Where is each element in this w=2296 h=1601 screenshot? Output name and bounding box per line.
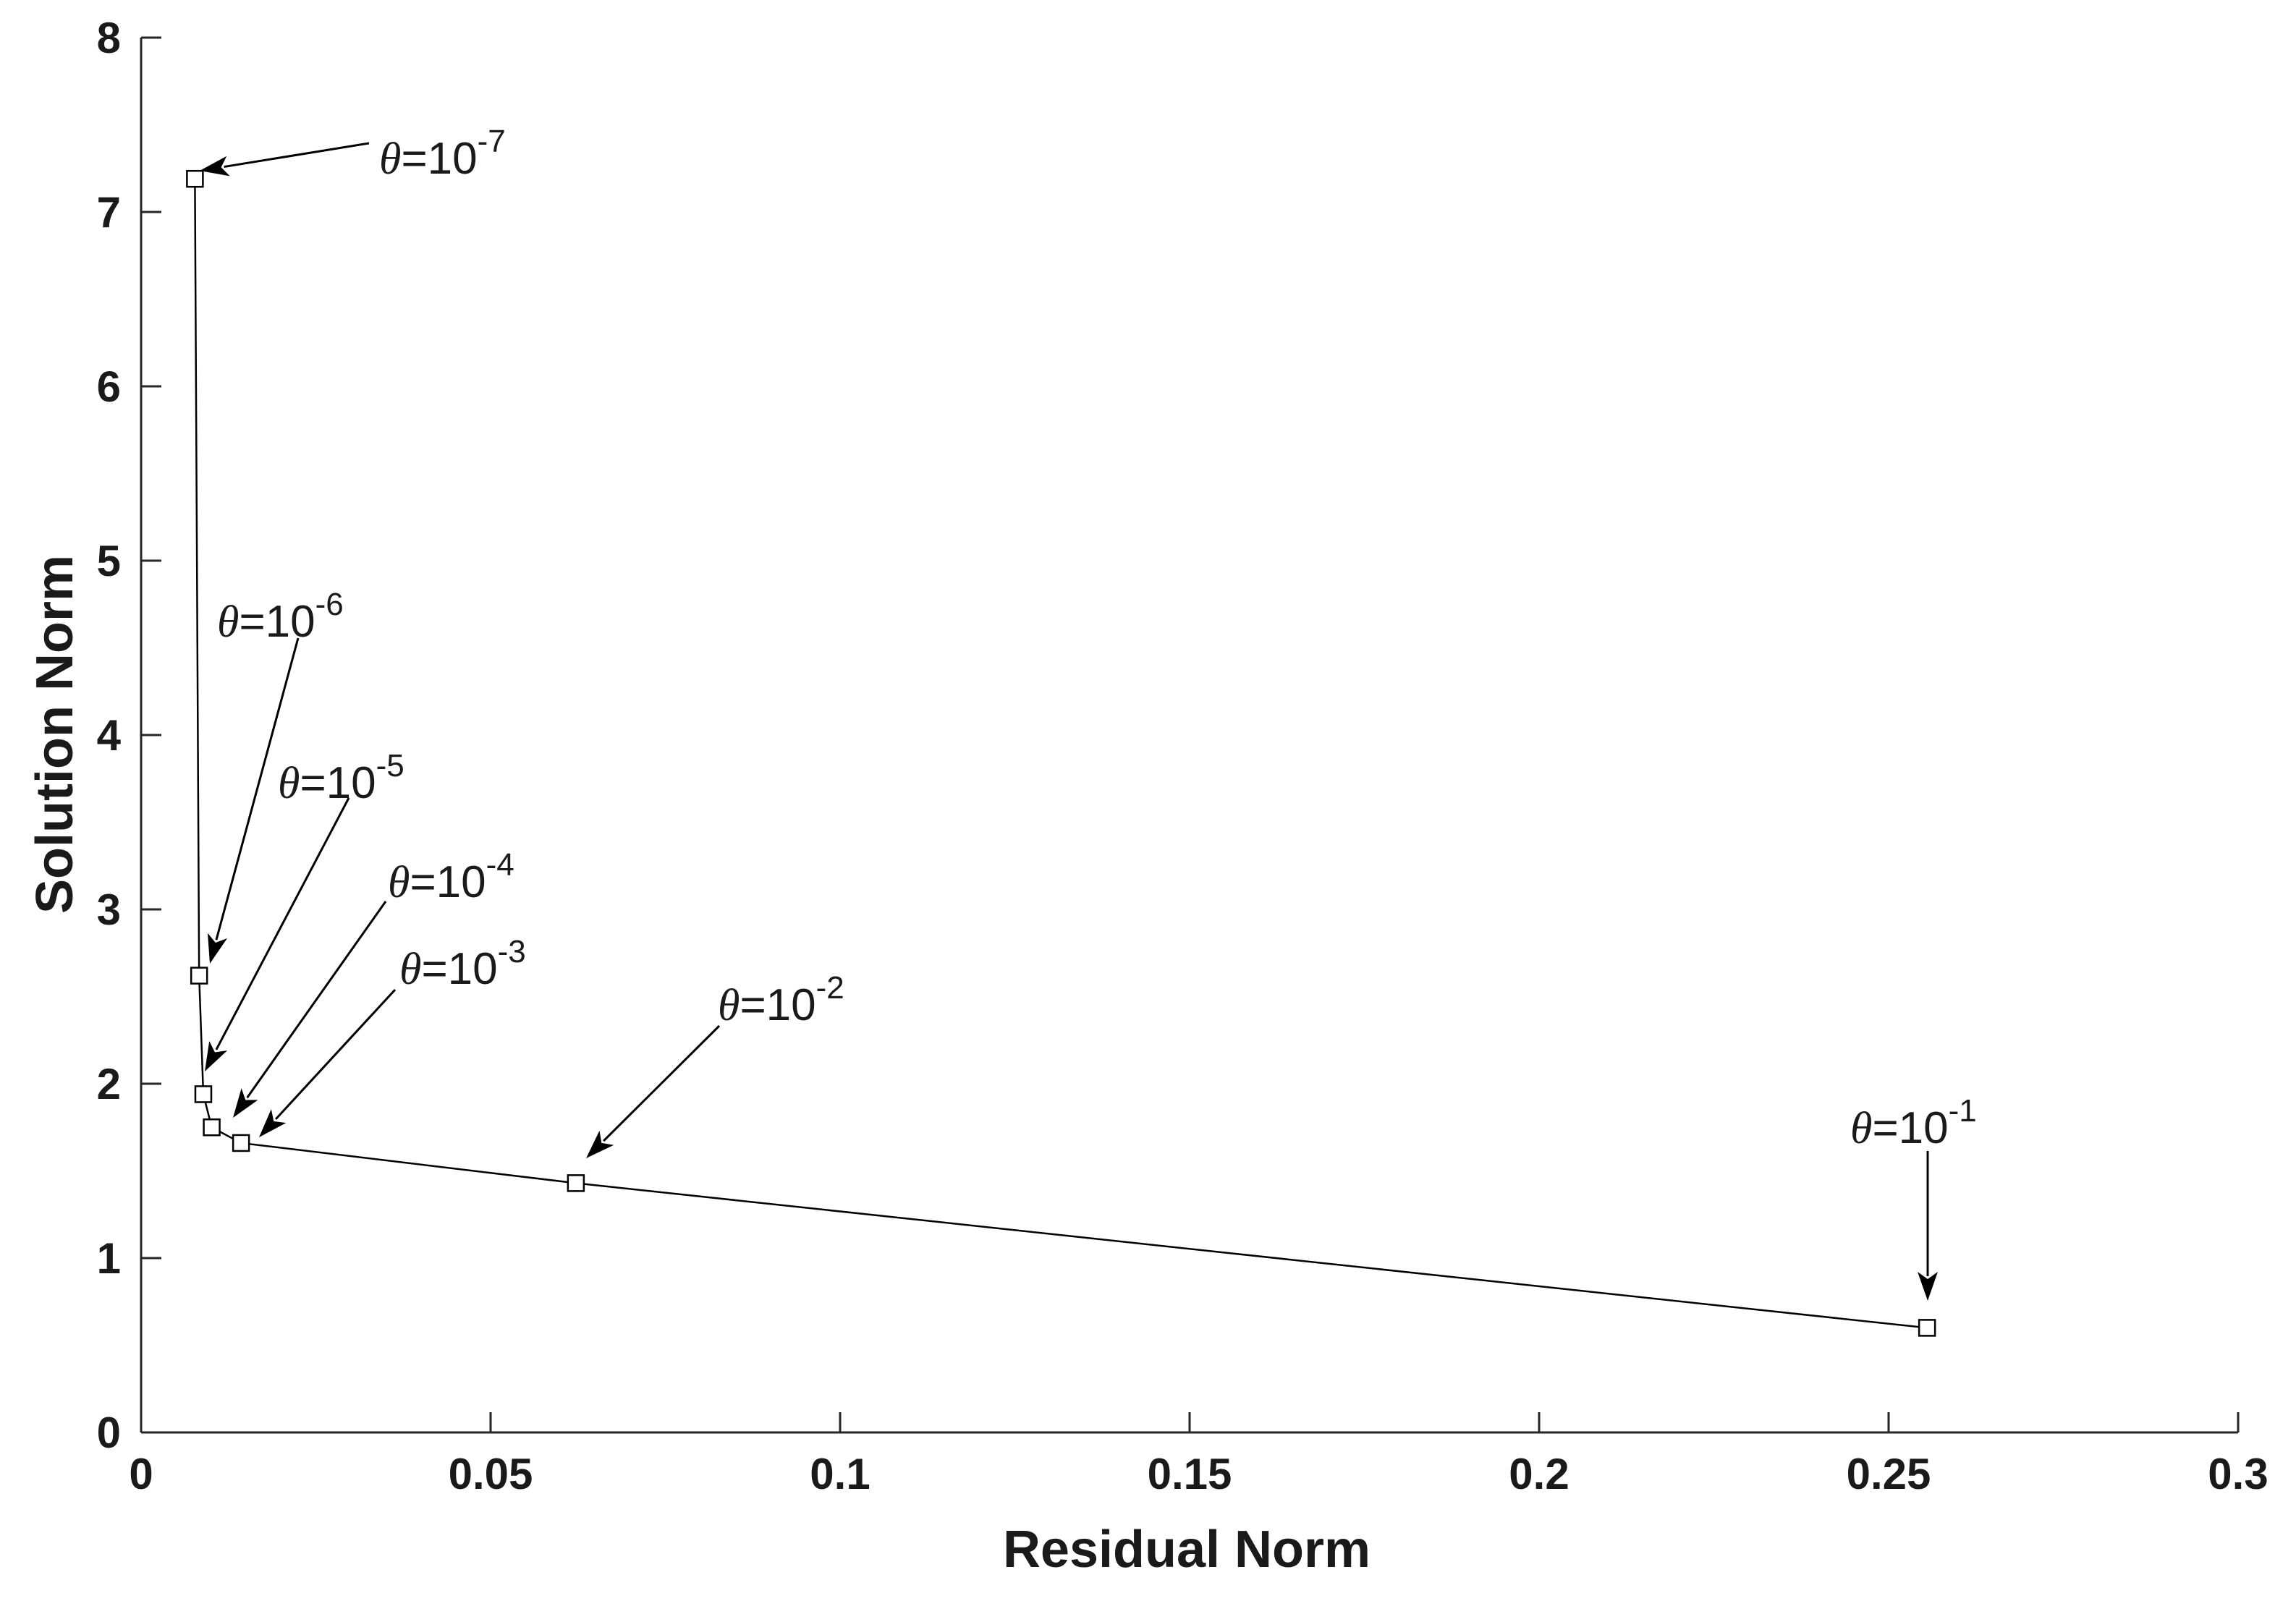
- annotation: θ=10-5: [205, 748, 404, 1071]
- annotation-arrowhead: [259, 1109, 287, 1137]
- theta-symbol: θ: [217, 598, 239, 647]
- x-tick-label: 0.1: [810, 1450, 870, 1498]
- y-tick-label: 6: [97, 362, 121, 411]
- annotation-base: =10: [401, 134, 477, 184]
- annotation-exponent: -7: [478, 124, 506, 159]
- annotation-exponent: -6: [315, 587, 344, 622]
- annotation-arrowhead: [205, 1041, 228, 1071]
- y-axis-label: Solution Norm: [26, 555, 84, 914]
- theta-symbol: θ: [278, 759, 300, 808]
- annotation: θ=10-2: [586, 970, 844, 1158]
- data-point-marker: [232, 1134, 250, 1152]
- theta-symbol: θ: [1850, 1104, 1872, 1153]
- theta-symbol: θ: [388, 858, 410, 907]
- x-tick-label: 0.2: [1509, 1450, 1569, 1498]
- y-tick-label: 2: [97, 1060, 121, 1108]
- annotation: θ=10-4: [233, 847, 514, 1118]
- annotation: θ=10-7: [200, 124, 506, 184]
- annotation-base: =10: [239, 597, 315, 647]
- plot-area: [186, 169, 1936, 1337]
- y-tick-label: 3: [97, 886, 121, 934]
- theta-symbol: θ: [379, 135, 401, 184]
- annotation-arrow: [224, 142, 370, 169]
- annotation-label: θ=10-6: [217, 587, 344, 647]
- data-point-marker: [1918, 1319, 1936, 1337]
- x-tick-label: 0.25: [1847, 1450, 1931, 1498]
- annotation-arrowhead: [207, 933, 227, 964]
- y-tick-label: 5: [97, 537, 121, 585]
- y-tick-label: 1: [97, 1234, 121, 1283]
- annotation-label: θ=10-4: [388, 847, 514, 907]
- theta-symbol: θ: [399, 945, 421, 994]
- annotation-base: =10: [421, 944, 497, 994]
- annotation-exponent: -3: [498, 934, 526, 969]
- annotation-label: θ=10-5: [278, 748, 404, 808]
- x-tick-label: 0: [129, 1450, 153, 1498]
- y-tick-label: 7: [97, 188, 121, 237]
- annotation-arrow: [215, 797, 350, 1050]
- annotation-label: θ=10-7: [379, 124, 506, 184]
- annotation-base: =10: [1872, 1103, 1948, 1153]
- annotation-arrow: [215, 637, 300, 940]
- annotation-label: θ=10-3: [399, 934, 526, 994]
- x-tick-label: 0.3: [2208, 1450, 2268, 1498]
- axes: 0 0.05 0.1 0.15 0.2 0.25 0.3 0 1 2 3 4 5 6 7 8: [97, 14, 2269, 1498]
- data-point-marker: [203, 1118, 221, 1137]
- x-axis-label: Residual Norm: [1003, 1521, 1371, 1579]
- y-tick-label: 8: [97, 14, 121, 62]
- annotation-base: =10: [300, 758, 376, 808]
- annotation-base: =10: [410, 857, 486, 907]
- theta-symbol: θ: [718, 981, 740, 1030]
- annotation: θ=10-1: [1850, 1093, 1977, 1301]
- annotation-label: θ=10-1: [1850, 1093, 1977, 1153]
- annotation-arrowhead: [1918, 1272, 1938, 1301]
- annotation-arrowhead: [233, 1088, 258, 1118]
- data-point-marker: [567, 1174, 585, 1192]
- annotation-arrow: [603, 1024, 721, 1142]
- y-tick-label: 4: [97, 711, 122, 760]
- annotation: θ=10-6: [207, 587, 344, 964]
- data-point-marker: [190, 967, 208, 985]
- series-line: [194, 179, 1928, 1329]
- annotations: θ=10-7θ=10-6θ=10-5θ=10-4θ=10-3θ=10-2θ=10…: [200, 124, 1977, 1301]
- data-point-marker: [186, 169, 204, 188]
- y-tick-label: 0: [97, 1409, 121, 1457]
- annotation-label: θ=10-2: [718, 970, 844, 1030]
- annotation-exponent: -1: [1949, 1093, 1977, 1129]
- annotation-arrow: [274, 988, 397, 1121]
- x-tick-label: 0.15: [1148, 1450, 1232, 1498]
- annotation-arrow: [246, 901, 387, 1099]
- annotation: θ=10-3: [259, 934, 526, 1137]
- data-point-marker: [194, 1085, 213, 1103]
- x-tick-label: 0.05: [449, 1450, 533, 1498]
- annotation-exponent: -4: [486, 847, 514, 883]
- annotation-exponent: -2: [816, 970, 844, 1006]
- annotation-arrowhead: [200, 156, 230, 177]
- annotation-arrowhead: [586, 1130, 614, 1158]
- annotation-base: =10: [740, 980, 816, 1030]
- annotation-exponent: -5: [376, 748, 404, 783]
